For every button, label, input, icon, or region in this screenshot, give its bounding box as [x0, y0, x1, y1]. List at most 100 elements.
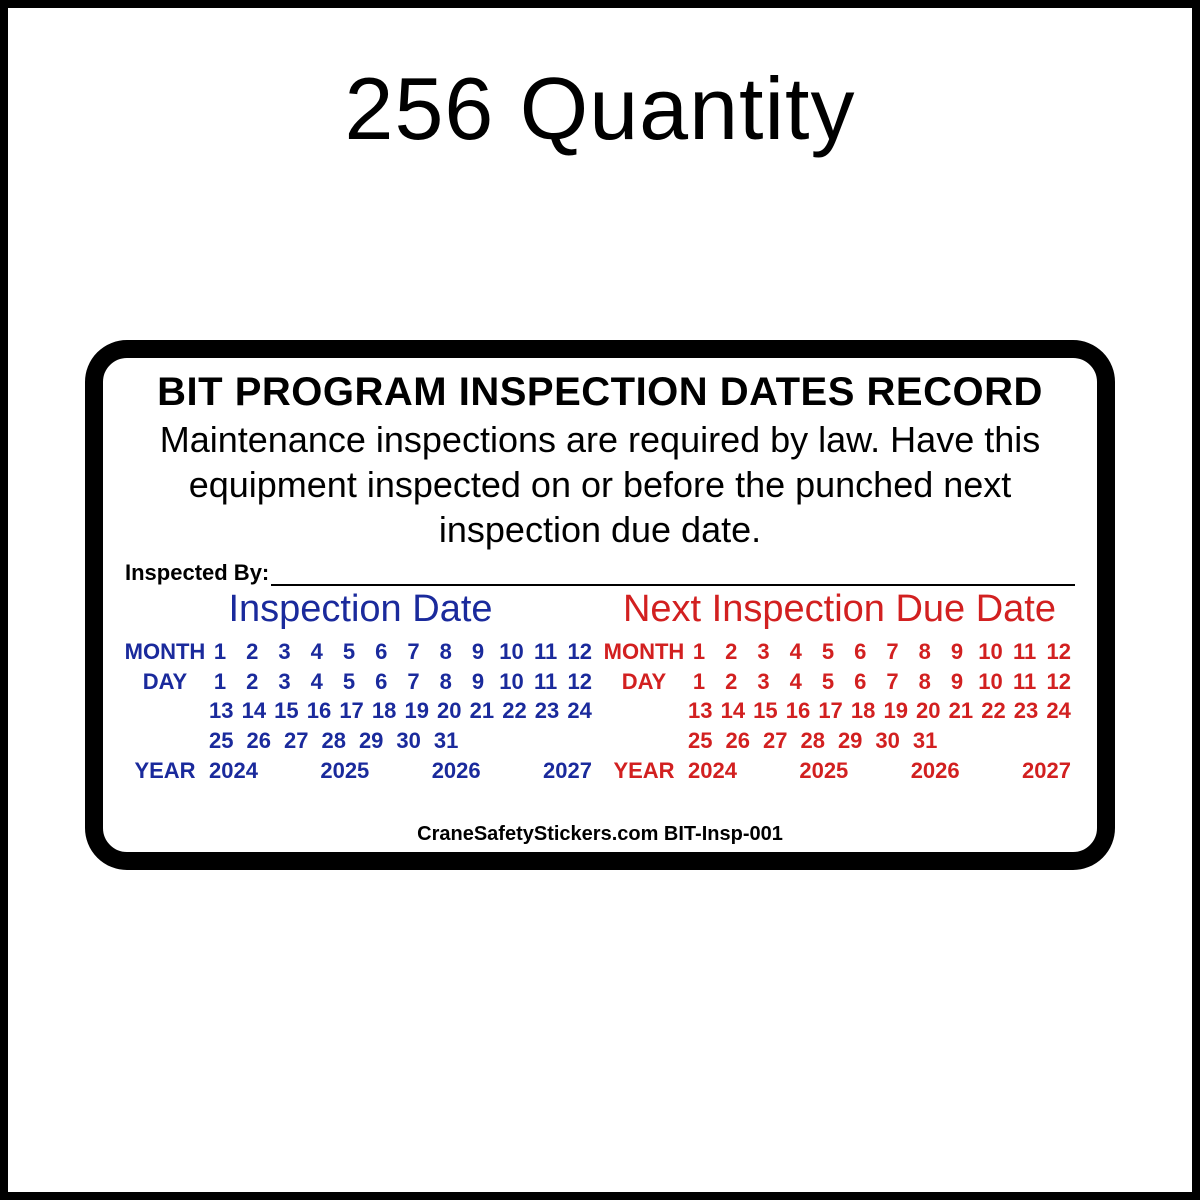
num: 14	[242, 696, 266, 726]
num: 10	[978, 637, 1002, 667]
sticker-subtitle: Maintenance inspections are required by …	[121, 417, 1079, 552]
num: 2024	[209, 756, 258, 786]
num: 2027	[1022, 756, 1071, 786]
num: 20	[916, 696, 940, 726]
num: 27	[284, 726, 308, 756]
num: 18	[851, 696, 875, 726]
date-panels: Inspection Date MONTH 1 2 3 4 5 6 7 8 9 …	[121, 588, 1079, 823]
num: 10	[499, 637, 523, 667]
num: 7	[882, 667, 904, 697]
num: 8	[914, 637, 936, 667]
num: 21	[470, 696, 494, 726]
day-values-1: 1 2 3 4 5 6 7 8 9 10 11 12	[688, 667, 1079, 697]
num: 11	[1013, 637, 1036, 667]
num: 8	[435, 667, 457, 697]
num: 5	[817, 637, 839, 667]
num: 7	[882, 637, 904, 667]
num: 2025	[799, 756, 848, 786]
inspected-by-row: Inspected By:	[121, 560, 1079, 586]
num: 6	[849, 667, 871, 697]
num: 19	[883, 696, 907, 726]
num: 1	[209, 667, 231, 697]
num: 6	[370, 667, 392, 697]
num: 3	[753, 667, 775, 697]
month-label: MONTH	[600, 637, 688, 667]
num: 12	[1047, 637, 1071, 667]
num: 19	[404, 696, 428, 726]
num: 29	[359, 726, 383, 756]
num: 12	[568, 637, 592, 667]
year-values: 2024 2025 2026 2027	[688, 756, 1079, 786]
day-label: DAY	[600, 667, 688, 697]
num: 3	[274, 637, 296, 667]
num: 12	[568, 667, 592, 697]
num: 4	[785, 637, 807, 667]
day-row-1: DAY 1 2 3 4 5 6 7 8 9 10 11 12	[600, 667, 1079, 697]
num: 18	[372, 696, 396, 726]
num: 9	[946, 667, 968, 697]
month-row: MONTH 1 2 3 4 5 6 7 8 9 10 11 12	[600, 637, 1079, 667]
num: 1	[209, 637, 231, 667]
num: 29	[838, 726, 862, 756]
num: 16	[786, 696, 810, 726]
num: 5	[817, 667, 839, 697]
day-values-2: 13 14 15 16 17 18 19 20 21 22 23 24	[209, 696, 600, 726]
year-label: YEAR	[600, 756, 688, 786]
num: 2025	[320, 756, 369, 786]
num: 24	[1046, 696, 1070, 726]
num: 3	[753, 637, 775, 667]
day-row-2: 13 14 15 16 17 18 19 20 21 22 23 24	[121, 696, 600, 726]
month-values: 1 2 3 4 5 6 7 8 9 10 11 12	[209, 637, 600, 667]
num: 5	[338, 637, 360, 667]
num: 5	[338, 667, 360, 697]
num: 8	[435, 637, 457, 667]
num: 16	[307, 696, 331, 726]
inspection-sticker: BIT PROGRAM INSPECTION DATES RECORD Main…	[85, 340, 1115, 870]
month-values: 1 2 3 4 5 6 7 8 9 10 11 12	[688, 637, 1079, 667]
num: 10	[499, 667, 523, 697]
next-due-title: Next Inspection Due Date	[600, 588, 1079, 631]
num: 10	[978, 667, 1002, 697]
inspected-by-line	[271, 568, 1075, 586]
num: 4	[306, 667, 328, 697]
num: 30	[875, 726, 899, 756]
day-label: DAY	[121, 667, 209, 697]
num: 31	[434, 726, 458, 756]
num: 30	[396, 726, 420, 756]
inspection-date-grid: MONTH 1 2 3 4 5 6 7 8 9 10 11 12	[121, 637, 600, 785]
num: 28	[321, 726, 345, 756]
num: 13	[688, 696, 712, 726]
num: 17	[818, 696, 842, 726]
num: 11	[1013, 667, 1036, 697]
num: 11	[534, 667, 557, 697]
num: 26	[246, 726, 270, 756]
num: 2	[720, 637, 742, 667]
day-row-3: 25 26 27 28 29 30 31	[121, 726, 600, 756]
inspection-date-panel: Inspection Date MONTH 1 2 3 4 5 6 7 8 9 …	[121, 588, 600, 823]
inspected-by-label: Inspected By:	[125, 560, 269, 586]
day-row-2: 13 14 15 16 17 18 19 20 21 22 23 24	[600, 696, 1079, 726]
day-row-1: DAY 1 2 3 4 5 6 7 8 9 10 11 12	[121, 667, 600, 697]
num: 2027	[543, 756, 592, 786]
num: 24	[567, 696, 591, 726]
num: 17	[339, 696, 363, 726]
num: 2026	[432, 756, 481, 786]
num: 21	[949, 696, 973, 726]
next-due-grid: MONTH 1 2 3 4 5 6 7 8 9 10 11 12	[600, 637, 1079, 785]
month-row: MONTH 1 2 3 4 5 6 7 8 9 10 11 12	[121, 637, 600, 667]
sticker-footer: CraneSafetyStickers.com BIT-Insp-001	[417, 823, 783, 848]
num: 1	[688, 637, 710, 667]
num: 9	[467, 637, 489, 667]
year-label: YEAR	[121, 756, 209, 786]
num: 3	[274, 667, 296, 697]
day-values-2: 13 14 15 16 17 18 19 20 21 22 23 24	[688, 696, 1079, 726]
num: 2	[720, 667, 742, 697]
num: 9	[946, 637, 968, 667]
num: 2026	[911, 756, 960, 786]
day-row-3: 25 26 27 28 29 30 31	[600, 726, 1079, 756]
num: 15	[753, 696, 777, 726]
num: 2	[241, 637, 263, 667]
num: 28	[800, 726, 824, 756]
num: 15	[274, 696, 298, 726]
num: 6	[370, 637, 392, 667]
